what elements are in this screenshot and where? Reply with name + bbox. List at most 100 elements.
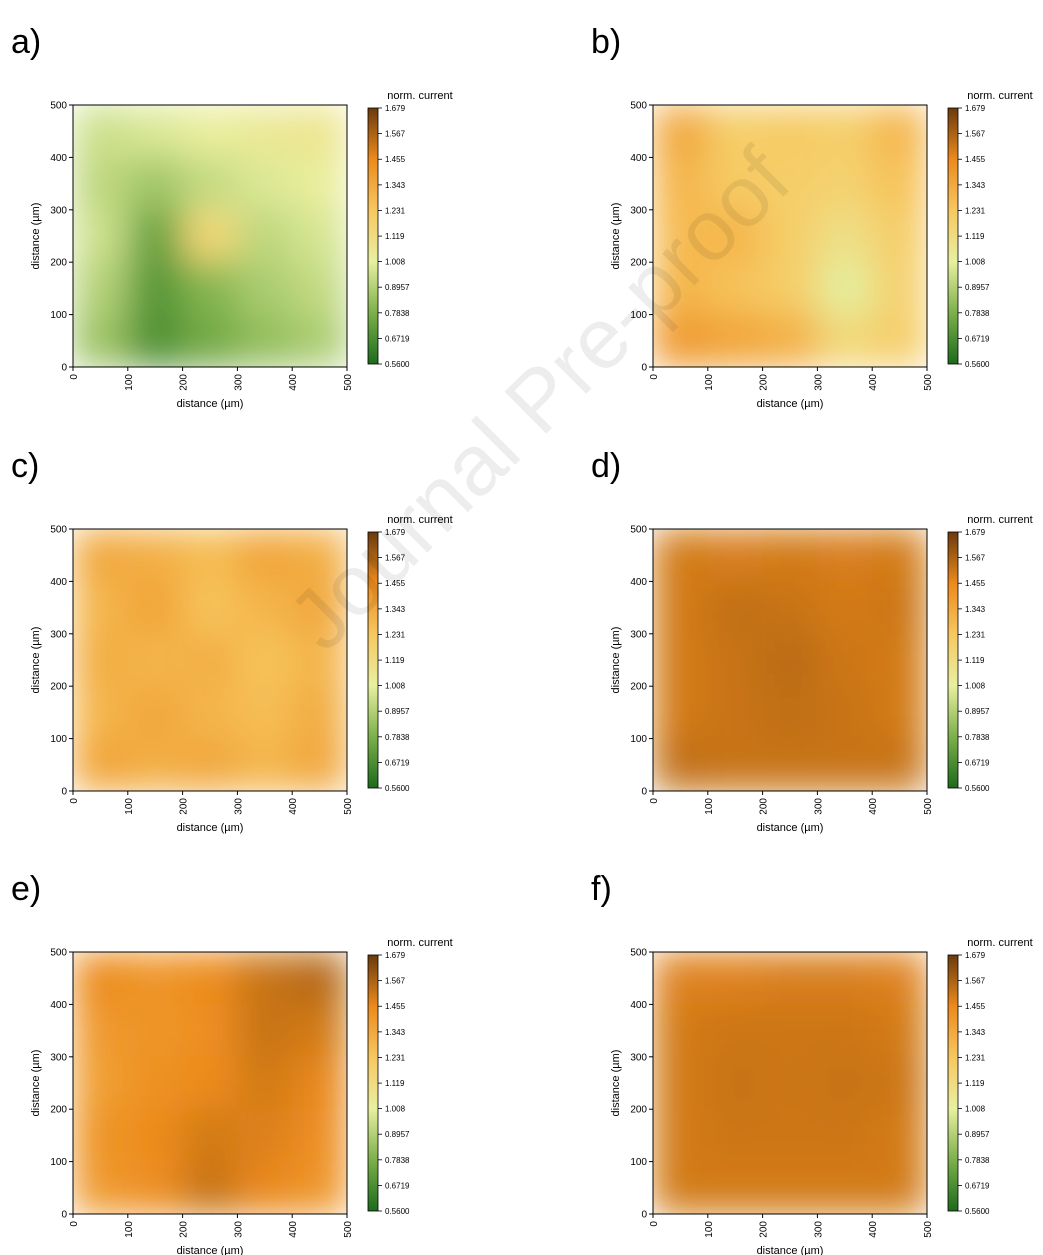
heatmap-cell xyxy=(237,952,293,1005)
heatmap-cell xyxy=(182,686,238,740)
colorbar-tick-label: 0.8957 xyxy=(965,1130,990,1139)
heatmap-cell xyxy=(707,314,764,368)
heatmap-cell xyxy=(182,262,238,316)
heatmap-cell xyxy=(762,1056,818,1110)
x-tick-label: 500 xyxy=(923,798,934,815)
y-tick-label: 300 xyxy=(50,629,67,640)
heatmap-cell xyxy=(817,1161,873,1215)
x-tick-label: 400 xyxy=(868,374,879,391)
heatmap-cell xyxy=(127,529,184,582)
heatmap-cell xyxy=(127,1161,184,1215)
heatmap-cell xyxy=(653,105,709,158)
heatmap-cell xyxy=(127,738,184,792)
colorbar-tick-label: 1.455 xyxy=(385,1002,406,1011)
heatmap-cell xyxy=(237,633,293,687)
heatmap-cell xyxy=(292,581,348,635)
heatmap-cell xyxy=(872,262,928,316)
y-tick-label: 100 xyxy=(50,734,67,745)
colorbar-tick-label: 0.8957 xyxy=(965,283,990,292)
colorbar-tick-label: 1.343 xyxy=(385,1028,406,1037)
colorbar-title: norm. current xyxy=(387,90,452,102)
heatmap-cell xyxy=(182,529,238,582)
colorbar-tick-label: 1.343 xyxy=(385,605,406,614)
x-tick-label: 500 xyxy=(343,798,354,815)
heatmap-cell xyxy=(237,314,293,368)
heatmap xyxy=(73,952,348,1215)
heatmap-cell xyxy=(872,157,928,211)
x-tick-label: 100 xyxy=(704,374,715,391)
colorbar-title: norm. current xyxy=(967,937,1032,949)
y-tick-label: 300 xyxy=(630,629,647,640)
colorbar-tick-label: 1.231 xyxy=(965,630,986,639)
colorbar-tick-label: 1.008 xyxy=(965,682,986,691)
heatmap xyxy=(73,529,348,792)
x-axis-label: distance (µm) xyxy=(757,822,824,834)
x-tick-label: 300 xyxy=(813,374,824,391)
heatmap-cell xyxy=(292,314,348,368)
panel-label: c) xyxy=(11,447,39,485)
heatmap-cell xyxy=(292,262,348,316)
y-tick-label: 300 xyxy=(50,1052,67,1063)
y-tick-label: 400 xyxy=(50,1000,67,1011)
heatmap-cell xyxy=(653,209,709,263)
colorbar-tick-label: 0.6719 xyxy=(965,334,990,343)
colorbar-tick-label: 1.343 xyxy=(965,605,986,614)
heatmap-cell xyxy=(817,209,873,263)
y-tick-label: 300 xyxy=(630,205,647,216)
x-tick-label: 300 xyxy=(233,798,244,815)
x-tick-label: 200 xyxy=(179,1221,190,1238)
heatmap-cell xyxy=(182,157,238,211)
x-tick-label: 0 xyxy=(649,798,660,804)
plot-frame xyxy=(72,951,348,1215)
heatmap-cell xyxy=(707,262,764,316)
heatmap-cell xyxy=(237,209,293,263)
colorbar-tick-label: 0.7838 xyxy=(965,733,990,742)
heatmap-cell xyxy=(707,1161,764,1215)
panel-label: a) xyxy=(11,23,41,61)
heatmap-cell xyxy=(762,314,818,368)
heatmap-cell xyxy=(762,105,818,158)
heatmap-cell xyxy=(872,105,928,158)
heatmap xyxy=(653,105,928,368)
y-tick-label: 100 xyxy=(50,310,67,321)
colorbar-tick-label: 1.343 xyxy=(385,181,406,190)
heatmap-cell xyxy=(762,1109,818,1163)
heatmap-cell xyxy=(182,633,238,687)
x-tick-label: 300 xyxy=(813,798,824,815)
heatmap-cell xyxy=(817,1056,873,1110)
x-tick-label: 100 xyxy=(704,798,715,815)
y-tick-label: 200 xyxy=(50,258,67,269)
colorbar-tick-label: 0.6719 xyxy=(965,758,990,767)
colorbar-tick-label: 0.7838 xyxy=(385,733,410,742)
heatmap-cell xyxy=(707,1109,764,1163)
heatmap-cell xyxy=(817,262,873,316)
colorbar-tick-label: 1.567 xyxy=(385,977,406,986)
plot-frame xyxy=(72,104,348,368)
colorbar-title: norm. current xyxy=(387,514,452,526)
heatmap-cell xyxy=(817,633,873,687)
y-tick-label: 400 xyxy=(630,577,647,588)
colorbar-tick-label: 1.567 xyxy=(965,977,986,986)
colorbar-tick-label: 1.679 xyxy=(965,528,986,537)
heatmap-cell xyxy=(237,581,293,635)
colorbar-title: norm. current xyxy=(967,514,1032,526)
heatmap-cell xyxy=(872,1109,928,1163)
y-tick-label: 500 xyxy=(630,948,647,959)
y-tick-label: 200 xyxy=(630,1105,647,1116)
heatmap-cell xyxy=(762,581,818,635)
heatmap-cell xyxy=(817,581,873,635)
heatmap-cell xyxy=(237,686,293,740)
heatmap-cell xyxy=(762,1004,818,1058)
heatmap-cell xyxy=(653,1056,709,1110)
colorbar-tick-label: 1.455 xyxy=(965,1002,986,1011)
heatmap-cell xyxy=(653,952,709,1005)
heatmap-cell xyxy=(707,209,764,263)
heatmap-cell xyxy=(872,529,928,582)
heatmap-cell xyxy=(73,1004,129,1058)
heatmap-cell xyxy=(292,738,348,792)
x-tick-label: 100 xyxy=(704,1221,715,1238)
panel-label: b) xyxy=(591,23,621,61)
panel: d) 0 100 200 300 400 500 0 100 200 300 400 500 distan… xyxy=(591,447,1033,834)
heatmap-cell xyxy=(817,952,873,1005)
y-axis-label: distance (µm) xyxy=(610,1050,622,1117)
